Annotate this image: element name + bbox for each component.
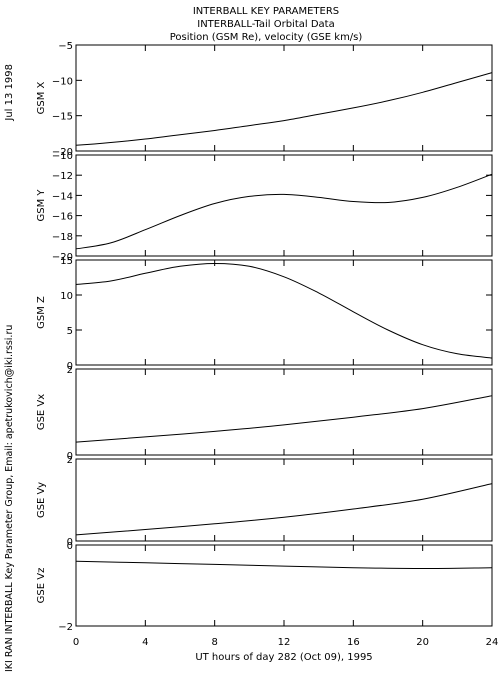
x-tick-label: 4	[142, 637, 148, 648]
x-axis-label: UT hours of day 282 (Oct 09), 1995	[195, 652, 372, 663]
y-tick-label: 0	[67, 541, 73, 552]
y-axis-label: GSE Vy	[36, 482, 47, 518]
panel-4: 0 2 GSE Vy	[36, 455, 493, 548]
panel-3: 0 2 GSE Vx	[36, 365, 493, 462]
y-axis-label: GSE Vz	[36, 568, 47, 604]
y-axis-label: GSM X	[36, 81, 47, 114]
panel-1: −20 −18 −16 −14 −12 −10 GSM Y	[36, 151, 493, 263]
panel-frame	[75, 259, 493, 366]
y-axis-label: GSE Vx	[36, 394, 47, 430]
y-tick-label: −5	[58, 41, 73, 52]
y-tick-label: 15	[60, 256, 73, 267]
series-line	[75, 560, 493, 570]
y-tick-label: −12	[52, 171, 73, 182]
x-tick-label: 12	[278, 637, 291, 648]
y-tick-label: −10	[52, 76, 73, 87]
y-tick-label: 0	[67, 451, 73, 462]
y-tick-label: −2	[58, 622, 73, 633]
chart-title: INTERBALL KEY PARAMETERS	[193, 6, 339, 17]
y-tick-label: −15	[52, 112, 73, 123]
series-line	[75, 72, 493, 146]
y-tick-label: 5	[67, 326, 73, 337]
y-tick-label: 0	[67, 537, 73, 548]
y-tick-label: −20	[52, 147, 73, 158]
x-axis: 0 4 8 12 16 20 24	[73, 637, 499, 648]
y-tick-label: 2	[67, 455, 73, 466]
x-tick-label: 0	[73, 637, 79, 648]
y-tick-label: −10	[52, 151, 73, 162]
chart-subtitle-2: Position (GSM Re), velocity (GSE km/s)	[170, 32, 363, 43]
y-tick-label: −16	[52, 212, 73, 223]
y-tick-label: −20	[52, 252, 73, 263]
panel-0: −20 −15 −10 −5 GSM X	[36, 41, 493, 158]
series-line	[75, 395, 493, 443]
panel-frame	[75, 458, 493, 542]
x-tick-label: 20	[416, 637, 429, 648]
panel-frame	[75, 154, 493, 257]
panel-frame	[75, 44, 493, 152]
x-tick-label: 16	[347, 637, 360, 648]
y-tick-label: 2	[67, 365, 73, 376]
date-label: Jul 13 1998	[4, 64, 15, 122]
y-tick-label: 10	[60, 291, 73, 302]
x-tick-label: 8	[211, 637, 217, 648]
y-axis-label: GSM Z	[36, 296, 47, 329]
panel-frame	[75, 368, 493, 456]
y-tick-label: −18	[52, 232, 73, 243]
y-tick-label: −14	[52, 191, 73, 202]
y-tick-label: 0	[67, 361, 73, 372]
series-line	[75, 173, 493, 250]
panel-5: −2 0 GSE Vz	[36, 541, 493, 633]
series-line	[75, 483, 493, 536]
panel-2: 0 5 10 15 GSM Z	[36, 256, 493, 372]
credit-label: IKI RAN INTERBALL Key Parameter Group, E…	[4, 325, 15, 672]
x-tick-label: 24	[486, 637, 499, 648]
panel-frame	[75, 544, 493, 627]
chart-subtitle: INTERBALL-Tail Orbital Data	[197, 19, 334, 30]
series-line	[75, 262, 493, 359]
y-axis-label: GSM Y	[36, 189, 47, 222]
